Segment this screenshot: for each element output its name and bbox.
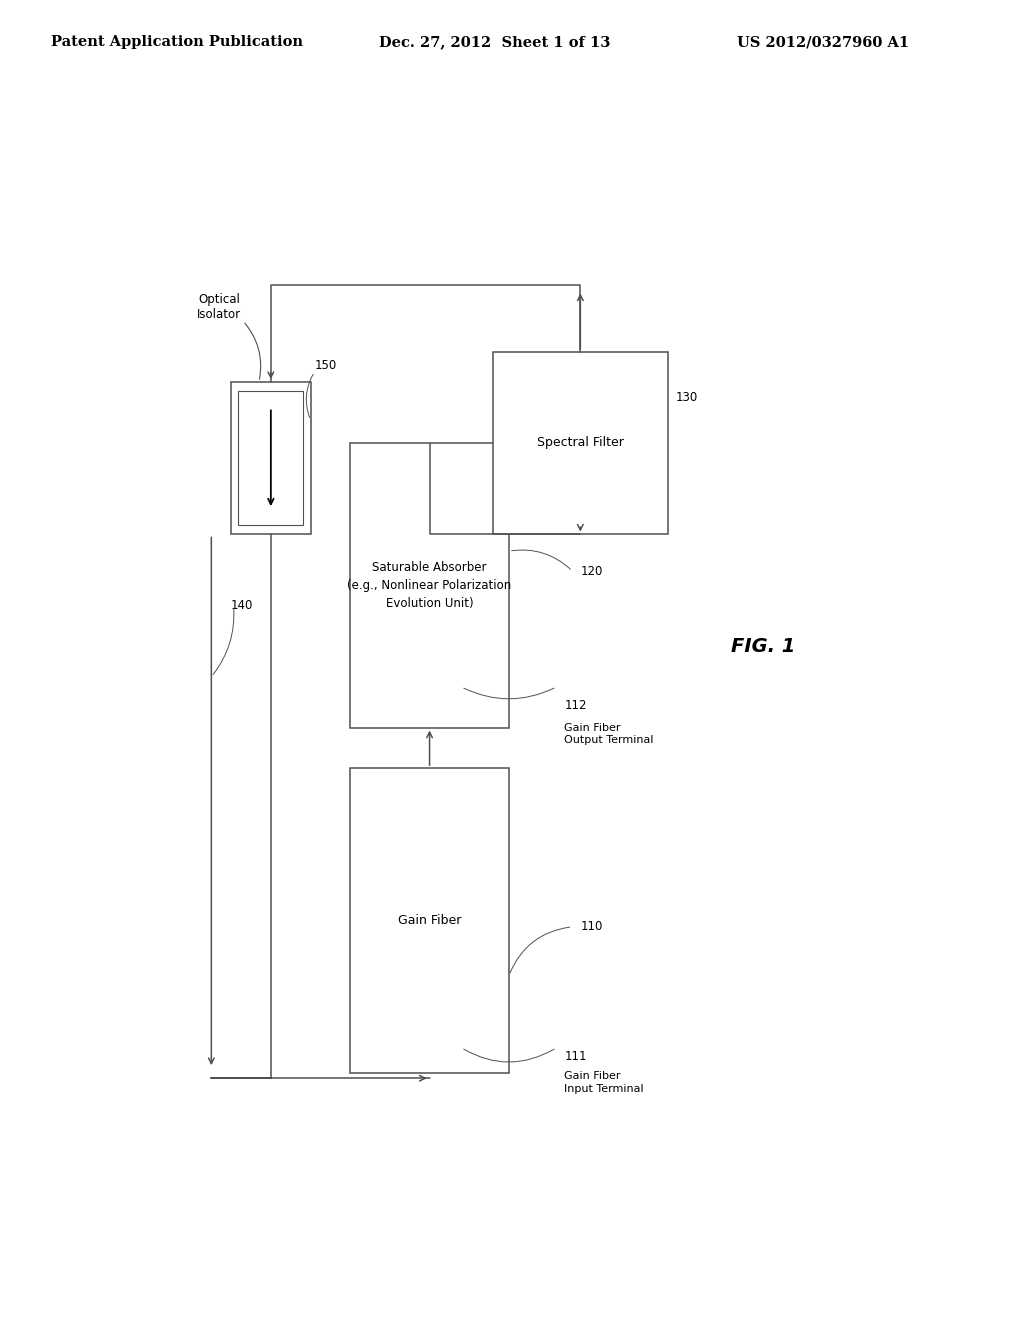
Text: 150: 150 xyxy=(314,359,337,372)
Text: Gain Fiber
Input Terminal: Gain Fiber Input Terminal xyxy=(564,1071,644,1093)
Text: Gain Fiber: Gain Fiber xyxy=(398,915,461,927)
Text: 110: 110 xyxy=(581,920,603,933)
Text: 111: 111 xyxy=(564,1049,587,1063)
Text: Spectral Filter: Spectral Filter xyxy=(537,437,624,450)
Text: Optical
Isolator: Optical Isolator xyxy=(198,293,242,321)
Bar xyxy=(231,381,310,535)
Text: 120: 120 xyxy=(581,565,603,578)
Text: Saturable Absorber
(e.g., Nonlinear Polarization
Evolution Unit): Saturable Absorber (e.g., Nonlinear Pola… xyxy=(347,561,512,610)
Bar xyxy=(350,444,509,727)
Text: Patent Application Publication: Patent Application Publication xyxy=(51,36,303,49)
Text: FIG. 1: FIG. 1 xyxy=(731,636,795,656)
Text: Gain Fiber
Output Terminal: Gain Fiber Output Terminal xyxy=(564,722,654,744)
Text: 140: 140 xyxy=(231,599,254,612)
Text: 130: 130 xyxy=(676,391,697,404)
Text: 112: 112 xyxy=(564,700,587,713)
Bar xyxy=(239,391,303,525)
Bar xyxy=(494,351,668,535)
Bar xyxy=(350,768,509,1073)
Text: US 2012/0327960 A1: US 2012/0327960 A1 xyxy=(737,36,909,49)
Text: Dec. 27, 2012  Sheet 1 of 13: Dec. 27, 2012 Sheet 1 of 13 xyxy=(379,36,610,49)
